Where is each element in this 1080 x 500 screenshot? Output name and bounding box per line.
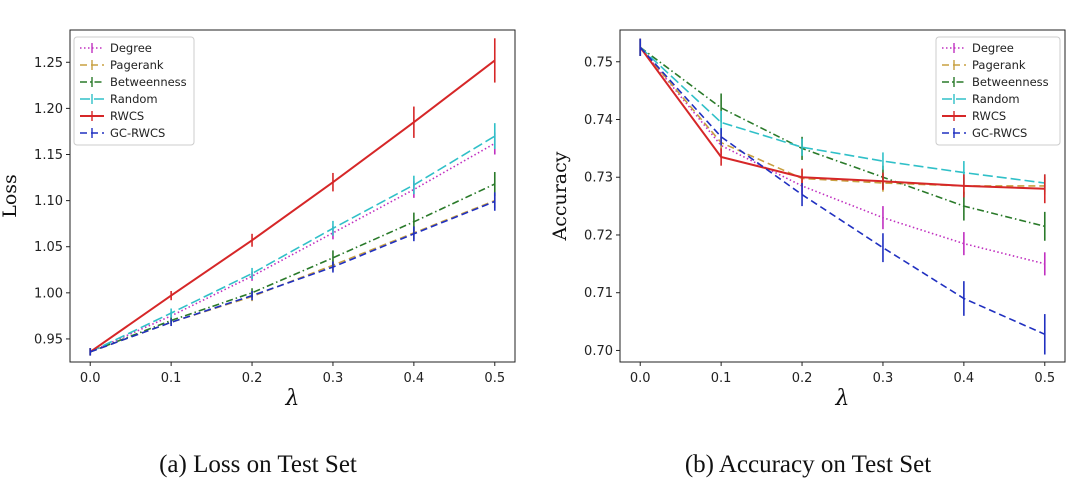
- x-tick-label: 0.3: [873, 371, 894, 386]
- series-line-random: [89, 135, 496, 353]
- y-tick-label: 1.10: [34, 194, 63, 209]
- y-tick-label: 0.73: [584, 171, 613, 186]
- legend-label-gc-rwcs: GC-RWCS: [972, 126, 1027, 140]
- y-tick-label: 1.20: [34, 102, 63, 117]
- y-tick-label: 0.75: [584, 55, 613, 70]
- x-tick-label: 0.5: [1034, 371, 1055, 386]
- y-tick-label: 0.70: [584, 344, 613, 359]
- x-tick-label: 0.2: [242, 371, 263, 386]
- series-line-random: [639, 46, 1045, 184]
- legend-box: [935, 36, 1061, 146]
- plot-frame: [619, 29, 1066, 363]
- legend-label-pagerank: Pagerank: [110, 58, 164, 72]
- legend-label-degree: Degree: [110, 41, 152, 55]
- loss-chart: 0.0 0.1 0.2 0.3 0.4 0.5 0.95 1.00 1.05 1.10 1.15 1.…: [0, 29, 516, 411]
- y-tick-label: 1.00: [34, 286, 63, 301]
- series-line-betweenness: [639, 46, 1045, 228]
- legend-label-pagerank: Pagerank: [972, 58, 1026, 72]
- x-tick-label: 0.4: [954, 371, 975, 386]
- series-line-rwcs: [639, 46, 1045, 190]
- legend: Degree Pagerank Betweenness Random RWCS GC-RW…: [935, 36, 1061, 146]
- x-axis-label: λ: [835, 386, 850, 411]
- y-axis-label: Loss: [0, 174, 21, 218]
- plot-frame: [69, 29, 516, 363]
- series-line-degree: [639, 46, 1045, 265]
- accuracy-chart: 0.0 0.1 0.2 0.3 0.4 0.5 0.70 0.71 0.72 0.73 0.74 0.…: [549, 29, 1066, 411]
- y-tick-label: 0.95: [34, 332, 63, 347]
- legend-label-betweenness: Betweenness: [972, 75, 1049, 89]
- caption-b: (b) Accuracy on Test Set: [685, 451, 931, 478]
- y-axis-label: Accuracy: [549, 151, 571, 241]
- x-tick-label: 0.0: [630, 371, 651, 386]
- x-axis-label: λ: [285, 386, 300, 411]
- y-tick-label: 1.25: [34, 56, 63, 71]
- y-tick-label: 1.15: [34, 148, 63, 163]
- series-line-gc-rwcs: [89, 200, 496, 353]
- legend-label-rwcs: RWCS: [110, 109, 144, 123]
- y-tick-label: 0.74: [584, 113, 613, 128]
- legend-label-degree: Degree: [972, 41, 1014, 55]
- legend-label-rwcs: RWCS: [972, 109, 1006, 123]
- legend-label-gc-rwcs: GC-RWCS: [110, 126, 165, 140]
- x-tick-label: 0.2: [792, 371, 813, 386]
- y-tick-label: 0.71: [584, 286, 613, 301]
- series-line-rwcs: [89, 59, 496, 353]
- series-line-betweenness: [89, 183, 496, 353]
- legend: Degree Pagerank Betweenness Random RWCS GC-RW…: [73, 36, 195, 146]
- series-line-gc-rwcs: [639, 46, 1046, 336]
- series-line-pagerank: [89, 199, 496, 353]
- series-line-degree: [89, 142, 496, 353]
- legend-label-random: Random: [972, 92, 1020, 106]
- legend-label-betweenness: Betweenness: [110, 75, 187, 89]
- x-tick-label: 0.5: [484, 371, 505, 386]
- x-tick-label: 0.0: [80, 371, 101, 386]
- x-tick-label: 0.1: [161, 371, 182, 386]
- caption-a: (a) Loss on Test Set: [159, 451, 357, 478]
- legend-box: [73, 36, 195, 146]
- y-tick-label: 0.72: [584, 228, 613, 243]
- x-tick-label: 0.1: [711, 371, 732, 386]
- x-tick-label: 0.4: [404, 371, 425, 386]
- x-tick-label: 0.3: [323, 371, 344, 386]
- legend-label-random: Random: [110, 92, 158, 106]
- y-tick-label: 1.05: [34, 240, 63, 255]
